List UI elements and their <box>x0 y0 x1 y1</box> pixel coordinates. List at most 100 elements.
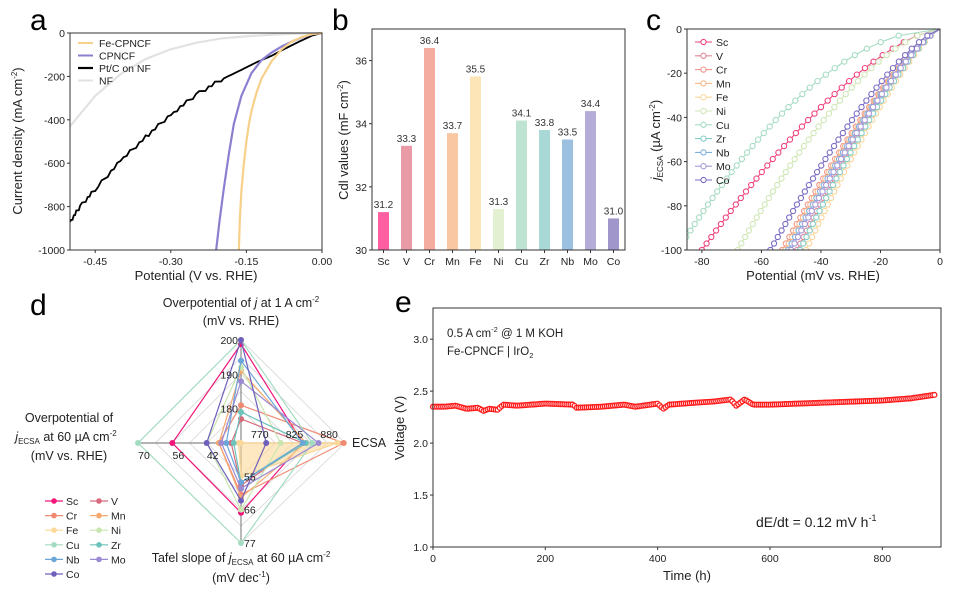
data-point-cu <box>749 142 756 150</box>
data-point-mo <box>853 129 860 137</box>
panel-b-ylabel: Cdl values (mF cm-2) <box>336 80 351 200</box>
data-point-sc <box>764 162 771 169</box>
data-point-ni <box>782 168 789 176</box>
data-point-cu <box>785 103 792 111</box>
data-point-mo <box>865 110 873 117</box>
data-point-mo <box>830 168 837 176</box>
y-tick-label: -60 <box>667 157 682 169</box>
x-tick-label: 600 <box>761 553 779 565</box>
y-tick-label: -20 <box>667 68 682 80</box>
legend-marker-zr <box>96 542 102 548</box>
radar-axis-title-top-line1: Overpotential of j at 1 A cm-2 <box>163 295 320 310</box>
data-point-mo <box>812 201 819 208</box>
legend-label-fe-cpncf: Fe-CPNCF <box>99 38 151 50</box>
data-point-cu <box>687 227 694 234</box>
legend-marker-fe <box>51 527 57 533</box>
x-tick-label: -0.30 <box>159 256 183 268</box>
y-tick-label: 0 <box>676 24 682 36</box>
data-point-ni <box>796 149 803 156</box>
data-point-mo <box>845 142 852 150</box>
data-point-co <box>924 32 931 39</box>
radar-tick-label: 180 <box>220 404 238 416</box>
panel-c-xlabel: Potential (mV vs. RHE) <box>746 268 880 283</box>
data-point-cu <box>778 110 786 117</box>
radar-point-co <box>238 337 244 343</box>
data-point-mo <box>805 214 812 221</box>
legend-label-cu: Cu <box>66 540 80 552</box>
data-point-sc <box>870 58 877 65</box>
x-tick-label: Mo <box>583 256 598 268</box>
legend-marker-cr <box>700 66 707 73</box>
x-tick-label: 0.00 <box>312 256 333 268</box>
data-point-cu <box>806 84 813 91</box>
data-point-co <box>889 64 897 72</box>
data-point-sc <box>753 175 760 182</box>
legend-label-mn: Mn <box>716 78 731 90</box>
radar-tick-label: 770 <box>251 429 269 441</box>
y-tick-label: 2.5 <box>413 386 428 398</box>
data-point-mo <box>892 71 899 78</box>
y-tick-label: -1000 <box>38 245 65 257</box>
legend-label-nb: Nb <box>716 147 730 159</box>
radar-axis-title-left-line3: (mV vs. RHE) <box>31 449 107 463</box>
data-point-co <box>778 227 785 234</box>
data-point-mo <box>798 227 805 234</box>
data-point-co <box>858 103 865 111</box>
data-point-co <box>884 71 891 78</box>
data-point-mo <box>861 116 868 124</box>
bar-value-label: 31.2 <box>374 200 394 211</box>
radar-point-ni <box>277 440 284 446</box>
panel-letter-b: b <box>332 4 349 37</box>
data-point-co <box>813 168 821 176</box>
data-point-cu <box>760 129 767 137</box>
legend-marker-v <box>700 52 707 59</box>
radar-point-zr <box>230 440 237 446</box>
data-point-zr <box>843 155 851 163</box>
data-point-sc <box>727 207 734 215</box>
series-line-nf <box>69 31 323 128</box>
data-point-co <box>873 84 880 91</box>
x-tick-label: -40 <box>813 256 828 268</box>
legend-marker-mn <box>700 80 707 87</box>
data-point-co <box>868 90 875 98</box>
radar-point-cu <box>309 440 316 446</box>
radar-tick-label: 55 <box>244 471 256 483</box>
y-tick-label: 1.0 <box>413 542 428 554</box>
data-point-ni <box>753 214 760 221</box>
legend-label-v: V <box>716 51 723 63</box>
data-point-co <box>797 194 805 202</box>
y-tick-label: -600 <box>44 158 65 170</box>
data-point-co <box>848 116 856 124</box>
data-point-ni <box>749 220 756 228</box>
data-point-co <box>826 149 833 156</box>
legend-label-co: Co <box>66 569 80 581</box>
data-point-fe <box>824 201 831 208</box>
y-tick-label: -400 <box>44 115 65 127</box>
data-point-ni <box>769 188 777 195</box>
x-tick-label: 400 <box>649 553 667 565</box>
data-point-sc <box>703 240 710 247</box>
data-point-co <box>915 38 923 46</box>
legend-label-fe: Fe <box>66 525 78 537</box>
data-point-fe <box>805 240 813 247</box>
data-point-cu <box>814 77 821 85</box>
x-tick-label: Cr <box>424 256 436 268</box>
data-point-zr <box>806 227 813 234</box>
data-point-zr <box>819 201 826 208</box>
panel-e-condition-annotation: 0.5 A cm-2 @ 1 M KOH <box>447 325 563 340</box>
legend-label-zr: Zr <box>716 134 726 146</box>
data-point-fe <box>809 233 816 241</box>
legend-label-ni: Ni <box>111 525 121 537</box>
x-tick-label: 0 <box>430 553 436 565</box>
legend-marker-mn <box>96 512 102 519</box>
x-tick-label: Fe <box>469 256 481 268</box>
legend-label-fe: Fe <box>716 92 728 104</box>
data-point-ni <box>738 240 745 247</box>
x-tick-label: Ni <box>494 256 504 268</box>
data-point-ni <box>791 155 798 163</box>
x-tick-label: Nb <box>561 256 575 268</box>
x-tick-label: Zr <box>540 256 550 268</box>
legend-label-cu: Cu <box>716 120 730 132</box>
data-point-ni <box>820 116 827 124</box>
